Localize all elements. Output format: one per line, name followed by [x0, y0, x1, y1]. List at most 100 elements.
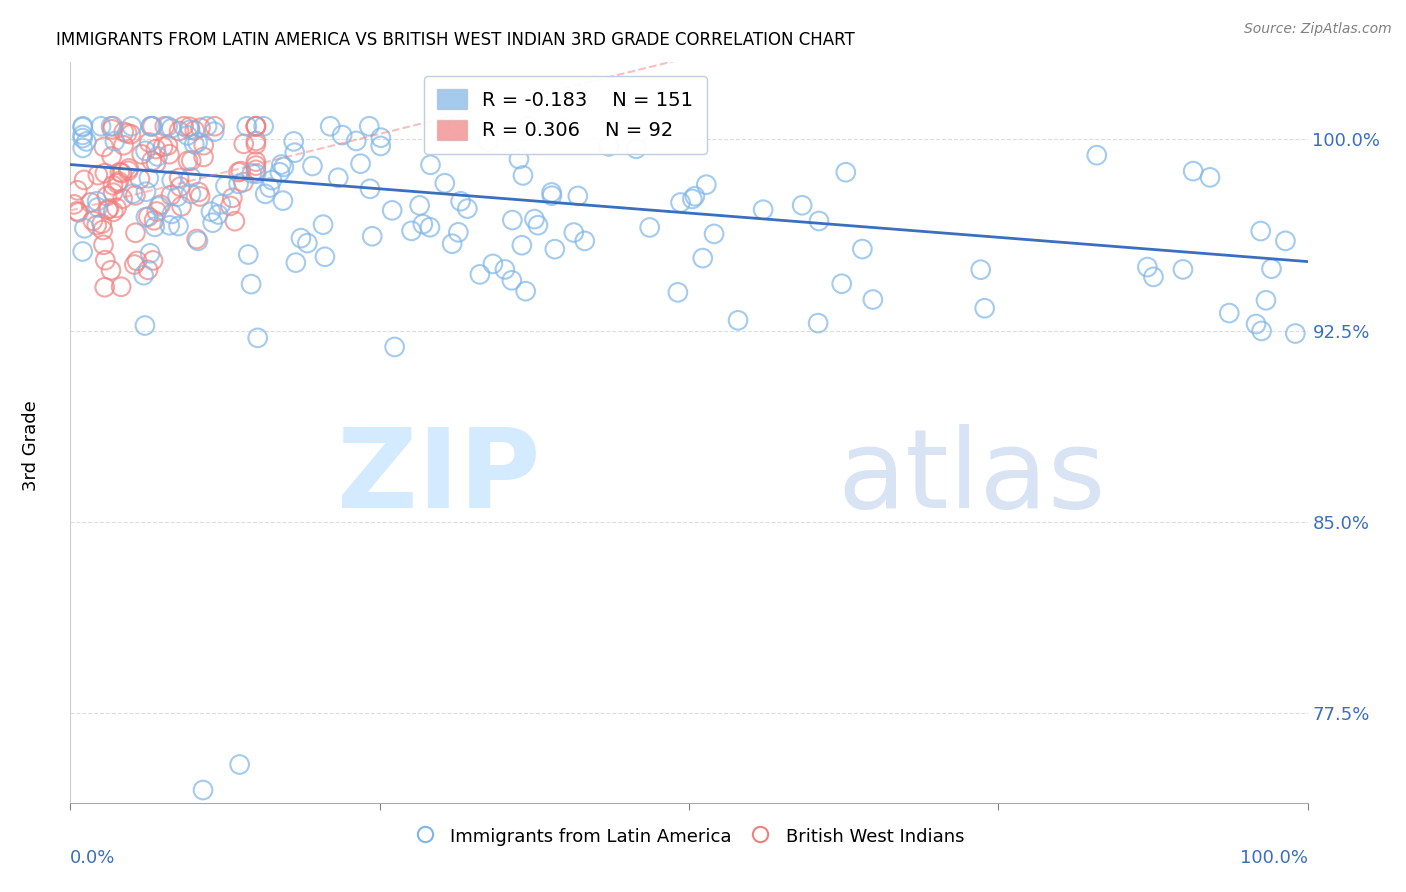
Point	[82, 214, 104, 228]
Point	[209, 197, 232, 211]
Point	[419, 220, 441, 235]
Point	[139, 246, 162, 260]
Point	[145, 142, 167, 156]
Point	[160, 188, 183, 202]
Point	[72, 120, 94, 135]
Point	[562, 226, 585, 240]
Point	[79, 195, 101, 210]
Point	[807, 316, 830, 330]
Point	[253, 120, 276, 134]
Point	[101, 186, 124, 200]
Point	[727, 313, 749, 327]
Point	[259, 180, 281, 194]
Point	[167, 124, 190, 138]
Point	[246, 331, 269, 345]
Point	[494, 262, 516, 277]
Point	[98, 202, 121, 216]
Point	[703, 227, 725, 241]
Point	[111, 192, 134, 206]
Point	[598, 139, 620, 153]
Point	[100, 149, 122, 163]
Point	[232, 175, 254, 189]
Point	[540, 186, 562, 200]
Point	[131, 147, 153, 161]
Point	[214, 178, 236, 193]
Legend: Immigrants from Latin America, British West Indians: Immigrants from Latin America, British W…	[406, 818, 972, 855]
Point	[201, 216, 224, 230]
Point	[681, 192, 703, 206]
Point	[179, 120, 201, 134]
Point	[1244, 317, 1267, 331]
Point	[638, 220, 661, 235]
Point	[152, 139, 174, 153]
Point	[135, 210, 157, 224]
Point	[117, 164, 139, 178]
Point	[180, 186, 202, 201]
Point	[508, 152, 530, 166]
Point	[115, 126, 138, 140]
Point	[100, 263, 122, 277]
Point	[86, 218, 108, 232]
Point	[138, 136, 160, 150]
Point	[284, 145, 307, 160]
Point	[143, 213, 166, 227]
Point	[1142, 269, 1164, 284]
Point	[1218, 306, 1240, 320]
Point	[330, 128, 353, 142]
Point	[1284, 326, 1306, 341]
Point	[245, 134, 267, 148]
Point	[221, 191, 243, 205]
Point	[468, 268, 491, 282]
Point	[101, 178, 124, 193]
Point	[240, 166, 263, 180]
Point	[111, 166, 134, 180]
Point	[1199, 170, 1222, 185]
Point	[72, 120, 94, 134]
Point	[136, 263, 159, 277]
Point	[176, 128, 198, 143]
Point	[97, 202, 120, 217]
Point	[101, 122, 124, 136]
Point	[132, 268, 155, 283]
Point	[177, 153, 200, 168]
Point	[835, 165, 858, 179]
Point	[433, 176, 456, 190]
Point	[120, 127, 142, 141]
Point	[167, 219, 190, 233]
Point	[105, 201, 128, 215]
Point	[245, 120, 267, 134]
Point	[510, 238, 533, 252]
Point	[515, 284, 537, 298]
Point	[93, 237, 115, 252]
Point	[446, 120, 468, 134]
Point	[149, 197, 172, 211]
Point	[129, 172, 152, 186]
Point	[290, 231, 312, 245]
Point	[153, 120, 176, 134]
Point	[105, 177, 128, 191]
Point	[319, 120, 342, 134]
Point	[523, 212, 546, 227]
Point	[66, 183, 89, 197]
Point	[170, 199, 193, 213]
Point	[666, 285, 689, 300]
Point	[344, 134, 367, 148]
Point	[166, 189, 188, 203]
Point	[134, 318, 156, 333]
Point	[228, 165, 250, 179]
Point	[160, 121, 183, 136]
Point	[73, 221, 96, 235]
Point	[93, 280, 115, 294]
Point	[229, 164, 252, 178]
Point	[118, 161, 141, 176]
Point	[122, 186, 145, 201]
Point	[139, 120, 162, 134]
Point	[517, 120, 540, 134]
Point	[541, 188, 564, 202]
Point	[401, 224, 423, 238]
Text: 0.0%: 0.0%	[70, 848, 115, 867]
Point	[1085, 148, 1108, 162]
Point	[134, 144, 156, 158]
Point	[683, 189, 706, 203]
Point	[86, 194, 108, 209]
